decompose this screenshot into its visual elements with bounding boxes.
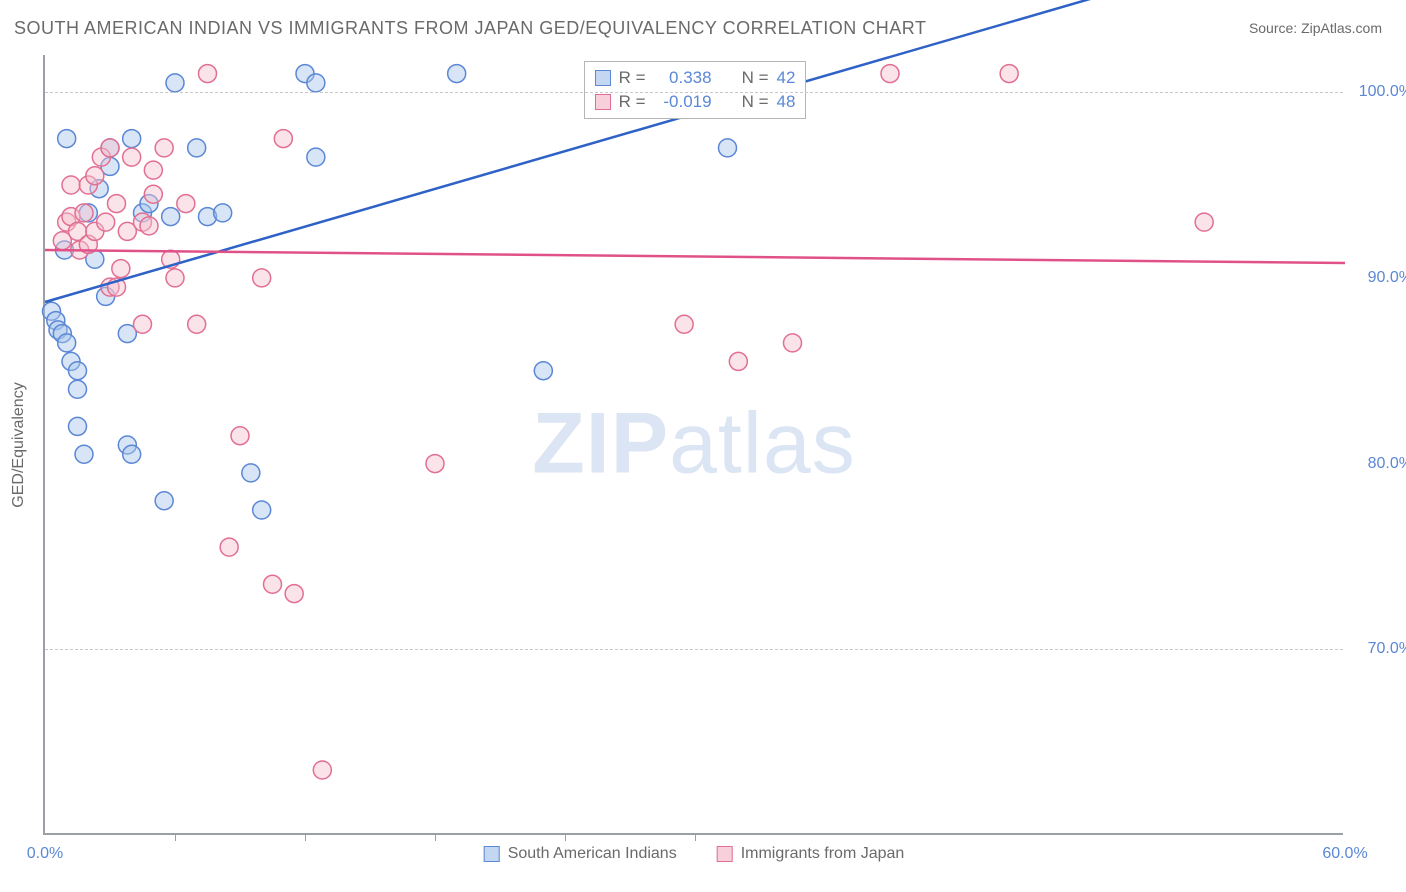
data-point-sai — [69, 380, 87, 398]
r-value-japan: -0.019 — [654, 92, 712, 112]
data-point-sai — [166, 74, 184, 92]
y-tick-label: 100.0% — [1353, 83, 1406, 101]
y-tick-label: 80.0% — [1353, 455, 1406, 473]
data-point-sai — [58, 334, 76, 352]
source-name: ZipAtlas.com — [1301, 20, 1382, 36]
data-point-japan — [75, 204, 93, 222]
data-point-japan — [62, 176, 80, 194]
data-point-sai — [155, 492, 173, 510]
corr-row-japan: R = -0.019 N = 48 — [595, 90, 796, 114]
data-point-japan — [188, 315, 206, 333]
legend-label-japan: Immigrants from Japan — [741, 845, 905, 863]
data-point-sai — [242, 464, 260, 482]
data-point-japan — [108, 195, 126, 213]
data-point-japan — [426, 455, 444, 473]
data-point-japan — [177, 195, 195, 213]
data-point-japan — [264, 575, 282, 593]
data-point-japan — [313, 761, 331, 779]
r-value-sai: 0.338 — [654, 68, 712, 88]
x-tick-mark — [305, 833, 306, 841]
n-value-sai: 42 — [777, 68, 796, 88]
plot-area: ZIPatlas R = 0.338N = 42R = -0.019N = 48… — [43, 55, 1343, 835]
legend-label-sai: South American Indians — [508, 845, 677, 863]
source-label: Source: ZipAtlas.com — [1249, 20, 1382, 36]
series-legend: South American Indians Immigrants from Ja… — [484, 845, 905, 863]
data-point-japan — [220, 538, 238, 556]
legend-item-sai: South American Indians — [484, 845, 677, 863]
n-label: N = — [742, 92, 769, 112]
x-tick-label: 0.0% — [27, 845, 63, 863]
data-point-japan — [881, 65, 899, 83]
gridline — [45, 649, 1343, 650]
data-point-japan — [285, 585, 303, 603]
data-point-japan — [140, 217, 158, 235]
data-point-sai — [162, 208, 180, 226]
data-point-japan — [155, 139, 173, 157]
data-point-japan — [144, 185, 162, 203]
y-tick-label: 90.0% — [1353, 269, 1406, 287]
gridline — [45, 92, 1343, 93]
data-point-japan — [101, 139, 119, 157]
data-point-sai — [719, 139, 737, 157]
data-point-japan — [112, 260, 130, 278]
data-point-japan — [729, 352, 747, 370]
data-point-sai — [188, 139, 206, 157]
data-point-sai — [123, 130, 141, 148]
data-point-sai — [214, 204, 232, 222]
r-label: R = — [619, 68, 646, 88]
x-tick-mark — [435, 833, 436, 841]
trend-line-japan — [45, 250, 1345, 263]
n-label: N = — [742, 68, 769, 88]
data-point-sai — [123, 445, 141, 463]
y-axis-label: GED/Equivalency — [10, 382, 28, 507]
x-tick-mark — [175, 833, 176, 841]
data-point-sai — [69, 362, 87, 380]
data-point-sai — [253, 501, 271, 519]
data-point-sai — [75, 445, 93, 463]
correlation-legend: R = 0.338 N = 42 R = -0.019 N = 48 — [584, 61, 807, 119]
data-point-japan — [784, 334, 802, 352]
data-point-japan — [123, 148, 141, 166]
swatch-sai — [595, 70, 611, 86]
swatch-japan — [595, 94, 611, 110]
swatch-sai — [484, 846, 500, 862]
data-point-japan — [144, 161, 162, 179]
swatch-japan — [717, 846, 733, 862]
data-point-sai — [307, 148, 325, 166]
data-point-japan — [86, 167, 104, 185]
data-point-japan — [134, 315, 152, 333]
data-point-japan — [253, 269, 271, 287]
data-point-japan — [166, 269, 184, 287]
chart-svg — [45, 55, 1343, 833]
data-point-sai — [307, 74, 325, 92]
data-point-sai — [58, 130, 76, 148]
source-prefix: Source: — [1249, 20, 1301, 36]
data-point-japan — [274, 130, 292, 148]
data-point-sai — [448, 65, 466, 83]
corr-row-sai: R = 0.338 N = 42 — [595, 66, 796, 90]
x-tick-mark — [695, 833, 696, 841]
data-point-sai — [69, 417, 87, 435]
data-point-japan — [231, 427, 249, 445]
data-point-japan — [97, 213, 115, 231]
data-point-sai — [534, 362, 552, 380]
data-point-japan — [1195, 213, 1213, 231]
x-tick-mark — [565, 833, 566, 841]
r-label: R = — [619, 92, 646, 112]
legend-item-japan: Immigrants from Japan — [717, 845, 905, 863]
chart-title: SOUTH AMERICAN INDIAN VS IMMIGRANTS FROM… — [14, 18, 926, 39]
y-tick-label: 70.0% — [1353, 640, 1406, 658]
data-point-japan — [1000, 65, 1018, 83]
data-point-japan — [675, 315, 693, 333]
data-point-japan — [199, 65, 217, 83]
x-tick-label: 60.0% — [1322, 845, 1367, 863]
n-value-japan: 48 — [777, 92, 796, 112]
